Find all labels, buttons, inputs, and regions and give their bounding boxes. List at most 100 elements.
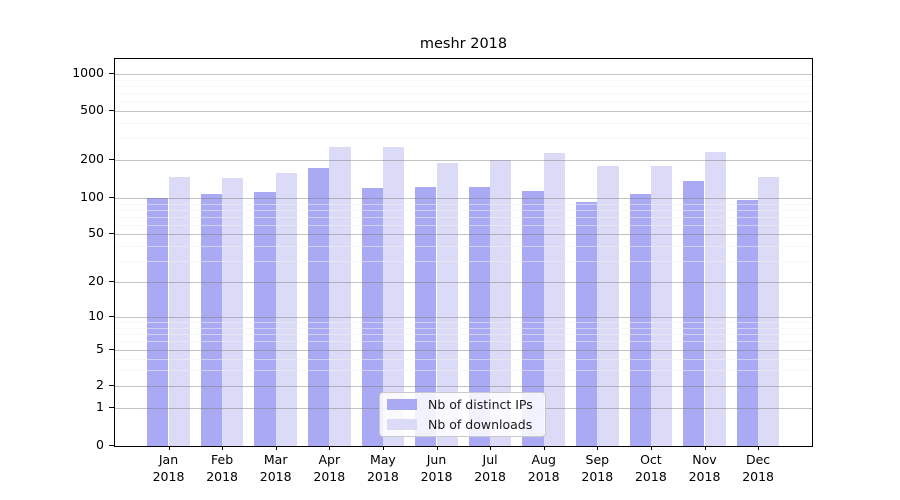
y-tick-label: 50 — [88, 225, 104, 240]
bar-downloads — [704, 151, 726, 446]
gridline-major — [115, 160, 812, 161]
x-tick-mark — [436, 446, 438, 450]
x-tick-mark — [490, 446, 492, 450]
y-tick-mark — [109, 159, 114, 160]
x-tick-label: Dec 2018 — [742, 452, 774, 484]
gridline-minor — [115, 209, 812, 211]
gridline-minor — [115, 79, 812, 81]
y-tick-label: 2 — [96, 377, 104, 392]
gridline-minor — [115, 93, 812, 94]
plot-area — [114, 58, 813, 447]
x-tick-mark — [597, 446, 599, 450]
bar-downloads — [382, 146, 405, 446]
y-tick-label: 100 — [80, 189, 104, 204]
bar-downloads — [329, 146, 351, 446]
gridline-minor — [115, 327, 812, 329]
y-tick-label: 5 — [96, 341, 104, 356]
y-tick-mark — [109, 407, 114, 408]
bar-distinct-ips — [522, 190, 544, 446]
gridline-minor — [115, 370, 812, 372]
x-tick-mark — [168, 446, 170, 450]
x-tick-mark — [275, 446, 277, 450]
gridline-major — [115, 198, 812, 199]
gridline-minor — [115, 245, 812, 247]
legend-swatch-distinct-ips — [387, 399, 417, 410]
x-tick-label: Jul 2018 — [474, 452, 506, 484]
x-tick-label: Jan 2018 — [152, 452, 185, 484]
gridline-minor — [115, 358, 812, 360]
bar-distinct-ips — [254, 192, 276, 446]
gridline-major — [115, 234, 812, 235]
bar-downloads — [758, 176, 780, 446]
x-tick-mark — [758, 446, 760, 450]
x-tick-mark — [650, 446, 652, 450]
legend-label-distinct-ips: Nb of distinct IPs — [428, 397, 533, 412]
legend-label-downloads: Nb of downloads — [428, 417, 533, 432]
y-tick-mark — [109, 316, 114, 317]
y-tick-label: 0 — [96, 437, 104, 452]
x-tick-label: Apr 2018 — [313, 452, 346, 484]
x-tick-label: May 2018 — [366, 452, 399, 484]
legend-swatch-downloads — [387, 419, 417, 430]
gridline-minor — [115, 224, 812, 226]
bar-downloads — [275, 173, 298, 446]
gridline-minor — [115, 203, 812, 205]
bar-distinct-ips — [629, 193, 651, 446]
x-tick-label: Nov 2018 — [688, 452, 721, 484]
y-tick-mark — [109, 385, 114, 386]
bar-distinct-ips — [361, 187, 383, 446]
bar-downloads — [650, 166, 673, 446]
bar-distinct-ips — [683, 181, 705, 446]
bar-downloads — [222, 178, 244, 446]
y-tick-mark — [109, 233, 114, 234]
y-tick-mark — [109, 281, 114, 282]
y-tick-mark — [109, 445, 114, 446]
x-tick-label: Aug 2018 — [527, 452, 560, 484]
gridline-major — [115, 317, 812, 318]
gridline-minor — [115, 122, 812, 124]
gridline-minor — [115, 216, 812, 218]
y-tick-label: 1 — [96, 399, 104, 414]
x-tick-mark — [222, 446, 224, 450]
y-tick-label: 20 — [88, 273, 104, 288]
y-tick-label: 1000 — [72, 65, 104, 80]
legend-entry-distinct-ips: Nb of distinct IPs — [387, 396, 545, 413]
gridline-minor — [115, 334, 812, 335]
gridline-major — [115, 350, 812, 351]
gridline-minor — [115, 260, 812, 262]
x-tick-label: Jun 2018 — [420, 452, 453, 484]
bar-downloads — [597, 166, 619, 446]
y-tick-mark — [109, 73, 114, 74]
bar-distinct-ips — [415, 186, 437, 446]
gridline-major — [115, 282, 812, 283]
x-tick-label: Mar 2018 — [259, 452, 292, 484]
bar-downloads — [168, 176, 190, 446]
x-tick-label: Oct 2018 — [634, 452, 667, 484]
bar-downloads — [490, 160, 512, 446]
x-tick-mark — [329, 446, 331, 450]
bar-distinct-ips — [307, 167, 330, 446]
gridline-minor — [115, 322, 812, 323]
y-tick-mark — [109, 197, 114, 198]
legend-entry-downloads: Nb of downloads — [387, 416, 545, 433]
y-tick-label: 10 — [88, 308, 104, 323]
x-tick-mark — [382, 446, 384, 450]
bar-distinct-ips — [468, 186, 491, 446]
y-tick-mark — [109, 349, 114, 350]
gridline-minor — [115, 341, 812, 343]
gridline-minor — [115, 138, 812, 140]
chart-title: meshr 2018 — [419, 36, 508, 52]
x-tick-mark — [543, 446, 545, 450]
bar-downloads — [436, 162, 458, 446]
y-tick-mark — [109, 110, 114, 111]
gridline-major — [115, 386, 812, 387]
gridline-minor — [115, 85, 812, 87]
gridline-major — [115, 74, 812, 75]
gridline-minor — [115, 101, 812, 103]
bar-downloads — [543, 153, 566, 446]
y-tick-label: 500 — [80, 102, 104, 117]
bar-distinct-ips — [200, 194, 223, 446]
gridline-major — [115, 111, 812, 112]
x-tick-label: Sep 2018 — [581, 452, 614, 484]
